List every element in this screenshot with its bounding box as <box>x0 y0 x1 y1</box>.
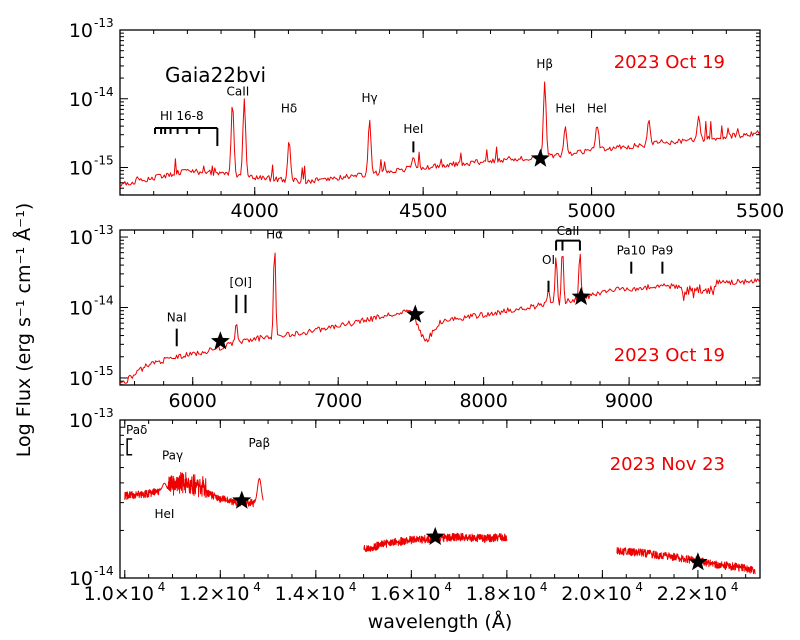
x-tick-label: 9000 <box>605 390 653 412</box>
y-tick-exponent: -13 <box>94 406 114 420</box>
x-tick-exponent: 4 <box>158 580 166 594</box>
photometry-star <box>425 526 445 545</box>
line-label: Hδ <box>281 102 297 116</box>
y-tick-exponent: -15 <box>94 154 114 168</box>
line-label: Paβ <box>249 436 271 450</box>
line-label: Paδ <box>126 423 147 437</box>
y-tick-exponent: -14 <box>94 294 114 308</box>
x-tick-exponent: 4 <box>349 580 357 594</box>
line-label: Hγ <box>362 91 378 105</box>
x-tick-exponent: 4 <box>731 580 739 594</box>
photometry-star <box>405 304 425 323</box>
x-tick-label: 1.6×10 <box>370 583 440 605</box>
line-label: Pa10 <box>617 244 646 258</box>
x-tick-exponent: 4 <box>444 580 452 594</box>
line-label: Paγ <box>162 449 183 463</box>
line-label: CaII <box>226 84 249 98</box>
line-label: NaI <box>167 311 187 325</box>
y-tick-exponent: -13 <box>94 16 114 30</box>
y-tick-label: 10 <box>69 368 93 390</box>
date-label: 2023 Oct 19 <box>614 52 725 73</box>
x-tick-label: 4500 <box>399 200 447 222</box>
x-axis-label: wavelength (Å) <box>368 610 513 633</box>
line-label: OI <box>542 253 555 267</box>
y-tick-label: 10 <box>69 298 93 320</box>
line-label: [OI] <box>230 275 252 289</box>
line-label: HeI <box>587 102 607 116</box>
x-tick-exponent: 4 <box>540 580 548 594</box>
x-tick-label: 6000 <box>169 390 217 412</box>
y-tick-label: 10 <box>69 568 93 590</box>
line-label: HeI <box>555 102 575 116</box>
y-tick-exponent: -14 <box>94 564 114 578</box>
x-tick-label: 2.0×10 <box>561 583 631 605</box>
plot-frame <box>119 419 761 579</box>
line-label: HeI <box>403 122 423 136</box>
panel-bottom: 1.0×10 4 1.2×10 4 1.4×10 4 1.6×10 4 1.8×10 4 2.0×1… <box>69 406 761 605</box>
y-tick-exponent: -13 <box>94 223 114 237</box>
y-axis-label: Log Flux (erg s⁻¹ cm⁻¹ Å⁻¹) <box>12 203 35 457</box>
x-tick-label: 1.2×10 <box>179 583 249 605</box>
x-tick-exponent: 4 <box>253 580 261 594</box>
line-label: CaII <box>557 224 580 238</box>
x-tick-label: 1.4×10 <box>275 583 345 605</box>
photometry-star <box>530 148 550 167</box>
photometry-star <box>232 490 252 509</box>
line-label: Hβ <box>536 57 553 71</box>
y-tick-label: 10 <box>69 89 93 111</box>
photometry-star <box>210 331 230 350</box>
x-tick-label: 1.0×10 <box>84 583 154 605</box>
series-label: HI 16-8 <box>160 109 204 123</box>
y-tick-label: 10 <box>69 158 93 180</box>
x-tick-label: 7000 <box>314 390 362 412</box>
pa-delta-bracket <box>126 438 133 456</box>
x-tick-label: 1.8×10 <box>466 583 536 605</box>
y-tick-exponent: -14 <box>94 85 114 99</box>
x-tick-label: 5500 <box>736 200 784 222</box>
y-tick-label: 10 <box>69 20 93 42</box>
spectrum-line <box>119 252 761 385</box>
date-label: 2023 Oct 19 <box>614 345 725 366</box>
object-title: Gaia22bvi <box>165 63 266 87</box>
y-tick-exponent: -15 <box>94 364 114 378</box>
date-label: 2023 Nov 23 <box>610 454 725 475</box>
spectrum-line <box>616 547 756 575</box>
line-label: HeI <box>154 507 174 521</box>
x-tick-exponent: 4 <box>635 580 643 594</box>
x-tick-label: 8000 <box>459 390 507 412</box>
spectrum-line <box>119 81 761 188</box>
x-tick-label: 5000 <box>567 200 615 222</box>
plot-frame <box>119 29 761 196</box>
photometry-star <box>688 552 708 571</box>
photometry-star <box>571 286 591 305</box>
line-label: Hα <box>266 227 283 241</box>
x-tick-label: 2.2×10 <box>657 583 727 605</box>
line-label: Pa9 <box>652 244 674 258</box>
y-tick-label: 10 <box>69 410 93 432</box>
y-tick-label: 10 <box>69 227 93 249</box>
x-tick-label: 4000 <box>231 200 279 222</box>
